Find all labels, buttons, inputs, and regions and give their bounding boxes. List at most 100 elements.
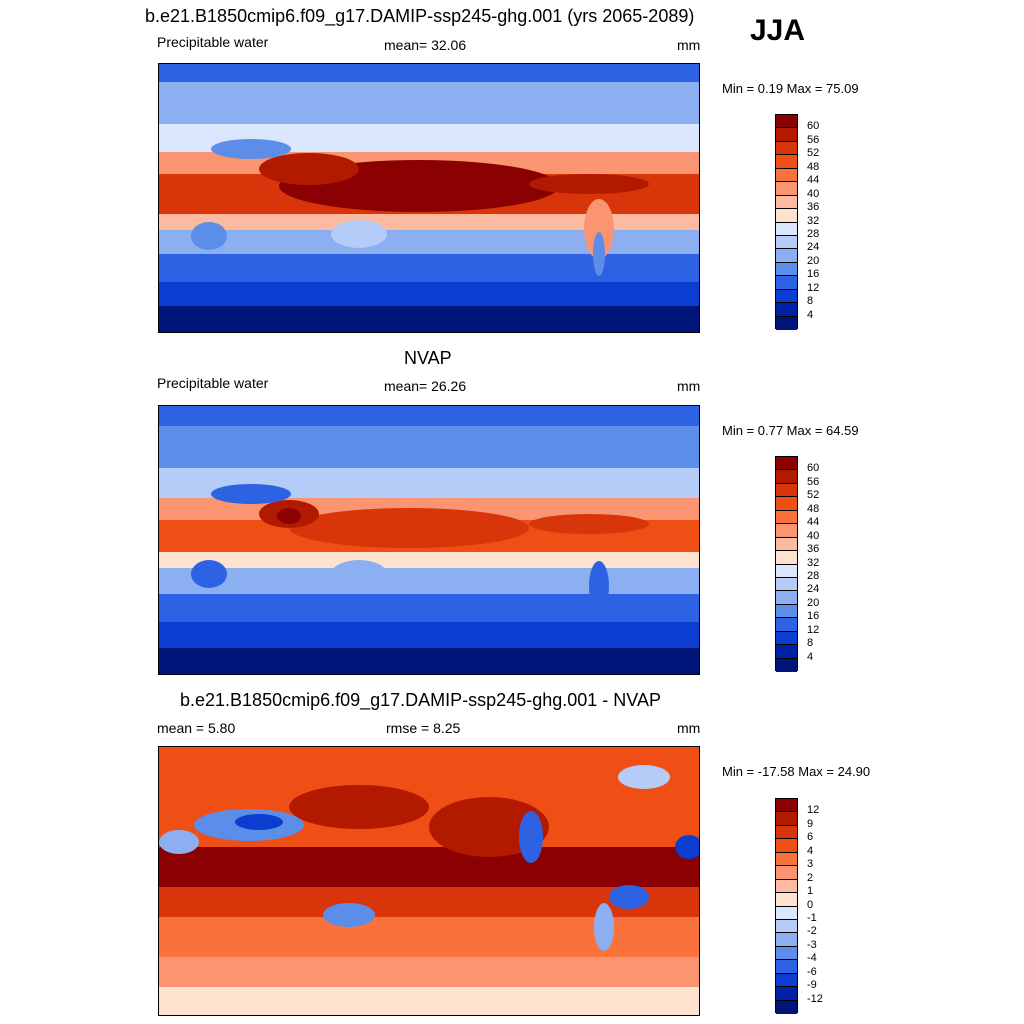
colorbar-tick-label: 56: [807, 133, 820, 146]
colorbar-swatch: [776, 799, 797, 813]
panel1-mean-label: mean= 32.06: [384, 37, 467, 53]
colorbar-swatch: [776, 960, 797, 974]
panel3-rmse-label: rmse = 8.25: [386, 720, 461, 736]
panel3-map: [158, 746, 700, 1016]
colorbar-swatch: [776, 510, 797, 525]
colorbar-swatch: [776, 289, 797, 304]
colorbar-swatch: [776, 604, 797, 619]
panel1-map: [158, 63, 700, 333]
colorbar-swatch: [776, 483, 797, 498]
colorbar-tick-label: 56: [807, 475, 820, 488]
colorbar-tick-label: 0: [807, 898, 814, 911]
colorbar-tick-label: 32: [807, 556, 820, 569]
colorbar-tick-label: 24: [807, 241, 820, 254]
colorbar-tick-label: 60: [807, 462, 820, 475]
colorbar-swatch: [776, 303, 797, 317]
panel1-colorbar: [775, 114, 798, 330]
colorbar-swatch: [776, 524, 797, 538]
colorbar-tick-label: 12: [807, 623, 820, 636]
colorbar-tick-label: -9: [807, 979, 817, 992]
colorbar-tick-label: 40: [807, 187, 820, 200]
colorbar-tick-label: 36: [807, 543, 820, 556]
colorbar-swatch: [776, 457, 797, 471]
panel2-map-field: [159, 406, 699, 674]
colorbar-swatch: [776, 470, 797, 484]
panel3-colorbar: [775, 798, 798, 1014]
colorbar-tick-label: 24: [807, 583, 820, 596]
colorbar-swatch: [776, 577, 797, 592]
panel1-variable-label: Precipitable water: [157, 34, 269, 50]
colorbar-tick-label: 48: [807, 160, 820, 173]
colorbar-tick-label: -2: [807, 925, 817, 938]
colorbar-tick-label: 8: [807, 637, 814, 650]
colorbar-swatch: [776, 825, 797, 840]
colorbar-tick-label: 9: [807, 817, 814, 830]
colorbar-swatch: [776, 195, 797, 210]
colorbar-tick-label: -4: [807, 952, 817, 965]
panel3-minmax: Min = -17.58 Max = 24.90: [722, 764, 871, 779]
colorbar-tick-label: 52: [807, 147, 820, 160]
colorbar-swatch: [776, 893, 797, 907]
colorbar-swatch: [776, 115, 797, 129]
colorbar-tick-label: -3: [807, 938, 817, 951]
colorbar-tick-label: 8: [807, 295, 814, 308]
panel2-variable-label: Precipitable water: [157, 375, 269, 391]
colorbar-tick-label: 2: [807, 871, 814, 884]
colorbar-swatch: [776, 276, 797, 290]
colorbar-swatch: [776, 812, 797, 826]
colorbar-swatch: [776, 987, 797, 1001]
panel2-minmax: Min = 0.77 Max = 64.59: [722, 423, 859, 438]
colorbar-tick-label: 28: [807, 569, 820, 582]
colorbar-swatch: [776, 866, 797, 880]
colorbar-tick-label: -1: [807, 911, 817, 924]
colorbar-swatch: [776, 209, 797, 223]
colorbar-tick-label: 4: [807, 844, 814, 857]
colorbar-swatch: [776, 497, 797, 511]
colorbar-swatch: [776, 537, 797, 552]
colorbar-tick-label: 20: [807, 254, 820, 267]
panel3-title: b.e21.B1850cmip6.f09_g17.DAMIP-ssp245-gh…: [180, 690, 661, 710]
colorbar-tick-label: 4: [807, 308, 814, 321]
colorbar-swatch: [776, 631, 797, 646]
panel1-map-field: [159, 64, 699, 332]
colorbar-tick-label: 20: [807, 596, 820, 609]
colorbar-tick-label: 12: [807, 281, 820, 294]
colorbar-swatch: [776, 182, 797, 196]
panel2-map: [158, 405, 700, 675]
colorbar-tick-label: 52: [807, 489, 820, 502]
panel3-units-label: mm: [677, 720, 701, 736]
colorbar-tick-label: 60: [807, 120, 820, 133]
panel2-units-label: mm: [677, 378, 701, 394]
panel2-colorbar: [775, 456, 798, 672]
season-label: JJA: [750, 14, 806, 47]
colorbar-swatch: [776, 973, 797, 988]
colorbar-swatch: [776, 658, 797, 672]
colorbar-swatch: [776, 128, 797, 142]
colorbar-swatch: [776, 839, 797, 853]
panel1-units-label: mm: [677, 37, 701, 53]
colorbar-tick-label: 44: [807, 516, 820, 529]
colorbar-tick-label: 28: [807, 227, 820, 240]
colorbar-swatch: [776, 235, 797, 250]
panel3-map-field: [159, 747, 699, 1015]
colorbar-swatch: [776, 906, 797, 920]
colorbar-swatch: [776, 316, 797, 330]
colorbar-swatch: [776, 551, 797, 565]
colorbar-swatch: [776, 141, 797, 156]
colorbar-tick-label: 44: [807, 174, 820, 187]
colorbar-tick-label: 3: [807, 858, 814, 871]
colorbar-swatch: [776, 222, 797, 236]
colorbar-swatch: [776, 591, 797, 605]
colorbar-tick-label: 16: [807, 610, 820, 623]
panel1-title: b.e21.B1850cmip6.f09_g17.DAMIP-ssp245-gh…: [145, 6, 695, 26]
panel2-mean-label: mean= 26.26: [384, 378, 467, 394]
colorbar-swatch: [776, 852, 797, 867]
colorbar-tick-label: -6: [807, 965, 817, 978]
colorbar-tick-label: 12: [807, 804, 820, 817]
colorbar-swatch: [776, 933, 797, 947]
colorbar-tick-label: 40: [807, 529, 820, 542]
colorbar-tick-label: 16: [807, 268, 820, 281]
colorbar-swatch: [776, 618, 797, 632]
colorbar-tick-label: 4: [807, 650, 814, 663]
panel1-minmax: Min = 0.19 Max = 75.09: [722, 81, 859, 96]
